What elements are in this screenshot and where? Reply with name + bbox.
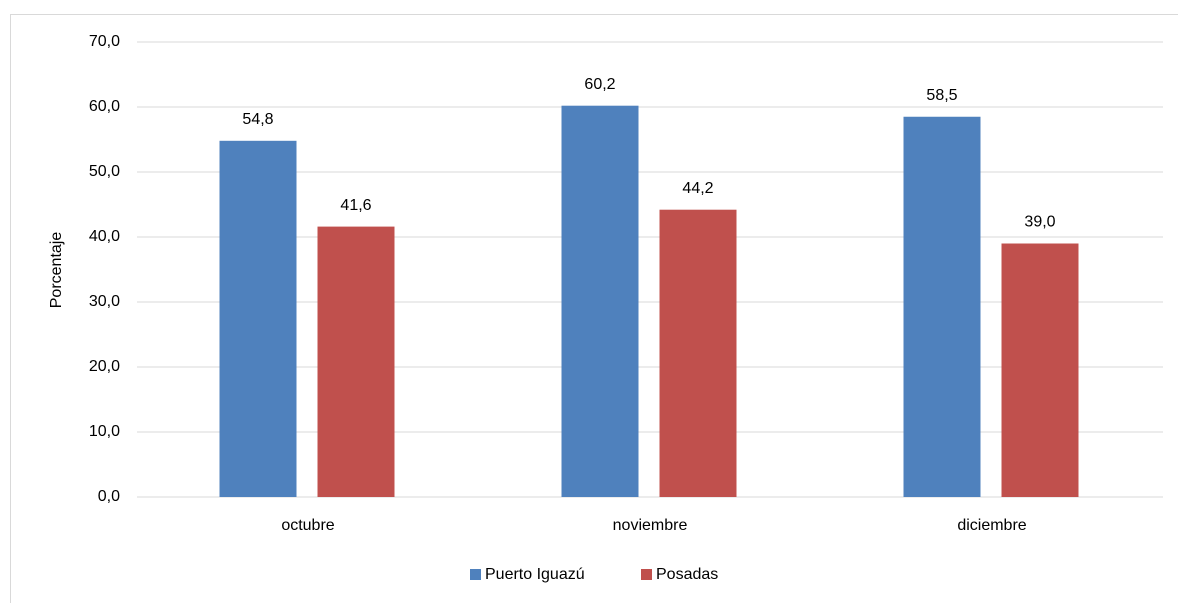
bar bbox=[561, 105, 639, 497]
x-tick-label: diciembre bbox=[957, 517, 1026, 534]
legend-swatch bbox=[470, 569, 481, 580]
legend-label: Posadas bbox=[656, 566, 718, 583]
value-label: 39,0 bbox=[1024, 214, 1055, 231]
x-tick-label: octubre bbox=[281, 517, 334, 534]
value-label: 41,6 bbox=[340, 197, 371, 214]
x-tick-label: noviembre bbox=[613, 517, 688, 534]
y-tick-label: 10,0 bbox=[89, 423, 120, 440]
y-tick-label: 40,0 bbox=[89, 228, 120, 245]
bar bbox=[903, 116, 981, 497]
bar bbox=[659, 209, 737, 497]
legend-swatch bbox=[641, 569, 652, 580]
value-label: 58,5 bbox=[926, 87, 957, 104]
y-tick-label: 0,0 bbox=[98, 488, 120, 505]
legend-label: Puerto Iguazú bbox=[485, 566, 585, 583]
value-label: 54,8 bbox=[242, 111, 273, 128]
y-tick-label: 50,0 bbox=[89, 163, 120, 180]
y-tick-label: 70,0 bbox=[89, 33, 120, 50]
value-label: 60,2 bbox=[584, 76, 615, 93]
y-tick-label: 20,0 bbox=[89, 358, 120, 375]
bar bbox=[1001, 243, 1079, 497]
value-label: 44,2 bbox=[682, 180, 713, 197]
bar bbox=[219, 140, 297, 498]
y-tick-label: 60,0 bbox=[89, 98, 120, 115]
y-axis-label: Porcentaje bbox=[48, 232, 65, 309]
y-tick-label: 30,0 bbox=[89, 293, 120, 310]
bar bbox=[317, 226, 395, 497]
chart-frame bbox=[10, 14, 1178, 603]
